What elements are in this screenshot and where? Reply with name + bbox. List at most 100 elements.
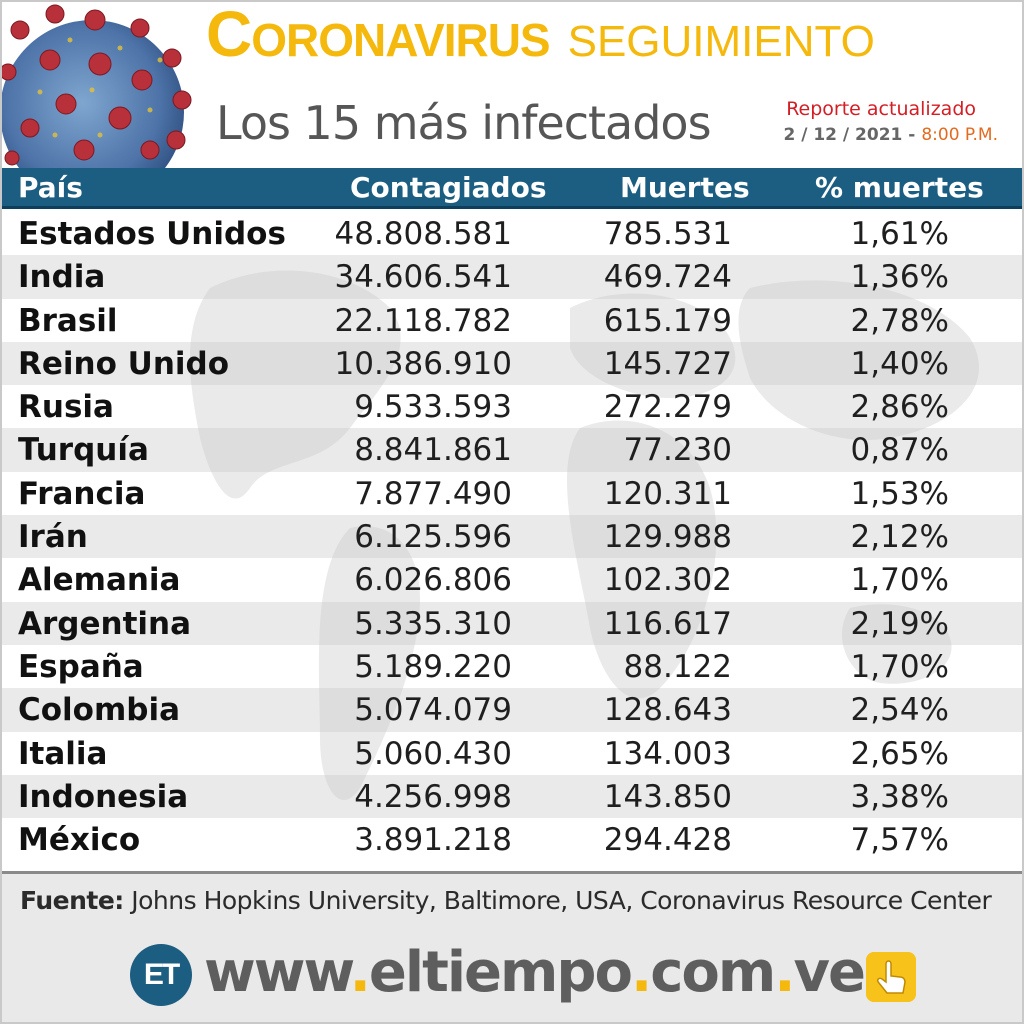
- cases-cell: 48.808.581: [334, 216, 513, 252]
- subtitle: Los 15 más infectados: [216, 96, 712, 150]
- data-table: País Contagiados Muertes % muertes Estad…: [0, 168, 1024, 872]
- cases-cell: 5.074.079: [354, 692, 512, 729]
- death-pct-cell: 1,61%: [850, 216, 949, 252]
- cases-cell: 34.606.541: [334, 259, 513, 296]
- country-cell: Rusia: [18, 389, 114, 426]
- footer: Fuente: Johns Hopkins University, Baltim…: [0, 874, 1024, 1024]
- country-cell: Brasil: [18, 302, 118, 339]
- table-row: Rusia 9.533.593 272.279 2,86%: [0, 385, 1024, 428]
- country-cell: India: [18, 259, 106, 296]
- column-header-country: País: [18, 171, 83, 204]
- table-row: Turquía 8.841.861 77.230 0,87%: [0, 428, 1024, 472]
- country-cell: Italia: [18, 735, 108, 772]
- deaths-cell: 143.850: [603, 778, 732, 815]
- table-row: Alemania 6.026.806 102.302 1,70%: [0, 558, 1024, 601]
- url-dot: .: [774, 940, 795, 1005]
- country-cell: Irán: [18, 519, 88, 556]
- title-tag: SEGUIMIENTO: [567, 17, 875, 66]
- deaths-cell: 615.179: [603, 302, 732, 339]
- death-pct-cell: 1,70%: [850, 562, 949, 599]
- deaths-cell: 134.003: [603, 735, 732, 772]
- cases-cell: 10.386.910: [334, 345, 513, 382]
- table-row: Irán 6.125.596 129.988 2,12%: [0, 515, 1024, 559]
- country-cell: Argentina: [18, 605, 191, 642]
- country-cell: Estados Unidos: [18, 216, 286, 252]
- table-row: Brasil 22.118.782 615.179 2,78%: [0, 299, 1024, 342]
- death-pct-cell: 1,36%: [850, 259, 949, 296]
- title-word: ORONAVIRUS: [251, 14, 550, 66]
- table-row: Indonesia 4.256.998 143.850 3,38%: [0, 774, 1024, 819]
- cases-cell: 6.125.596: [354, 519, 512, 556]
- column-header-cases: Contagiados: [350, 171, 547, 204]
- table-header-row: País Contagiados Muertes % muertes: [0, 168, 1024, 209]
- country-cell: Colombia: [18, 692, 181, 729]
- deaths-cell: 785.531: [603, 216, 732, 252]
- country-cell: Alemania: [18, 562, 181, 599]
- header: CORONAVIRUS SEGUIMIENTO Los 15 más infect…: [0, 0, 1024, 168]
- death-pct-cell: 1,40%: [850, 345, 949, 382]
- table-body: Estados Unidos 48.808.581 785.531 1,61% Indi…: [0, 212, 1024, 861]
- death-pct-cell: 2,86%: [850, 389, 949, 426]
- coronavirus-illustration-icon: [0, 4, 192, 168]
- deaths-cell: 102.302: [603, 562, 732, 599]
- deaths-cell: 294.428: [603, 822, 732, 859]
- source-label: Fuente:: [20, 886, 124, 915]
- url-part: eltiempo: [368, 940, 633, 1005]
- url-part: www: [204, 940, 352, 1005]
- cases-cell: 9.533.593: [354, 389, 512, 426]
- cases-cell: 4.256.998: [354, 778, 512, 815]
- death-pct-cell: 2,19%: [850, 605, 949, 642]
- cases-cell: 8.841.861: [354, 432, 512, 469]
- table-row: India 34.606.541 469.724 1,36%: [0, 255, 1024, 299]
- footer-divider: [0, 871, 1024, 874]
- death-pct-cell: 1,70%: [850, 648, 949, 685]
- table-row: México 3.891.218 294.428 7,57%: [0, 818, 1024, 861]
- source-text: Johns Hopkins University, Baltimore, USA…: [131, 886, 992, 915]
- url-dot: .: [349, 940, 371, 1005]
- death-pct-cell: 2,65%: [850, 735, 949, 772]
- deaths-cell: 469.724: [603, 259, 732, 296]
- deaths-cell: 116.617: [603, 605, 732, 642]
- deaths-cell: 129.988: [603, 519, 732, 556]
- cases-cell: 3.891.218: [354, 822, 512, 859]
- cases-cell: 6.026.806: [354, 562, 512, 599]
- table-row: Argentina 5.335.310 116.617 2,19%: [0, 601, 1024, 645]
- cases-cell: 5.189.220: [354, 648, 512, 685]
- deaths-cell: 77.230: [623, 432, 732, 469]
- deaths-cell: 272.279: [603, 389, 732, 426]
- table-row: Reino Unido 10.386.910 145.727 1,40%: [0, 341, 1024, 386]
- table-row: España 5.189.220 88.122 1,70%: [0, 645, 1024, 688]
- death-pct-cell: 2,78%: [850, 302, 949, 339]
- title-initial: C: [206, 0, 252, 70]
- cases-cell: 7.877.490: [354, 475, 512, 512]
- report-date: 2 / 12 / 2021 -8:00 P.M.: [783, 125, 998, 145]
- deaths-cell: 120.311: [603, 475, 732, 512]
- hand-pointer-icon: [866, 952, 916, 1002]
- death-pct-cell: 2,54%: [850, 692, 949, 729]
- death-pct-cell: 3,38%: [850, 778, 949, 815]
- cases-cell: 5.060.430: [354, 735, 512, 772]
- table-row: Italia 5.060.430 134.003 2,65%: [0, 732, 1024, 775]
- report-label: Reporte actualizado: [786, 98, 976, 120]
- country-cell: España: [18, 648, 144, 685]
- death-pct-cell: 1,53%: [850, 475, 949, 512]
- deaths-cell: 88.122: [623, 648, 732, 685]
- url-part: ve: [793, 940, 866, 1005]
- report-time-value: 8:00 P.M.: [921, 125, 998, 145]
- url-dot: .: [630, 940, 652, 1005]
- country-cell: Indonesia: [18, 778, 189, 815]
- table-row: Francia 7.877.490 120.311 1,53%: [0, 472, 1024, 515]
- cases-cell: 5.335.310: [354, 605, 512, 642]
- table-row: Colombia 5.074.079 128.643 2,54%: [0, 688, 1024, 732]
- cases-cell: 22.118.782: [334, 302, 513, 339]
- death-pct-cell: 2,12%: [850, 519, 949, 556]
- deaths-cell: 145.727: [603, 345, 732, 382]
- main-title: CORONAVIRUS SEGUIMIENTO: [206, 2, 875, 66]
- country-cell: México: [18, 822, 141, 859]
- country-cell: Francia: [18, 475, 146, 512]
- death-pct-cell: 0,87%: [850, 432, 949, 469]
- website-url[interactable]: www.eltiempo.com.ve: [204, 940, 866, 1005]
- death-pct-cell: 7,57%: [850, 822, 949, 859]
- country-cell: Turquía: [18, 432, 149, 469]
- country-cell: Reino Unido: [18, 345, 230, 382]
